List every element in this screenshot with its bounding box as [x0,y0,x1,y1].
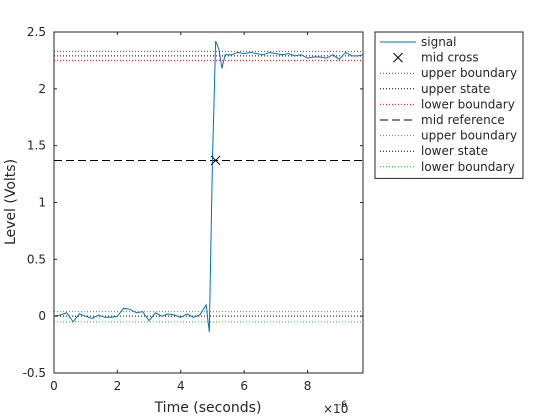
y-tick-label: -0.5 [23,366,46,380]
legend-entry: upper state [380,82,490,96]
legend-label: upper boundary [421,66,517,80]
x-exponent-base: ×10 [323,402,348,416]
mid-cross-marker [210,155,221,166]
y-axis-label: Level (Volts) [3,159,19,245]
y-tick-label: 2 [38,82,46,96]
legend-label: lower boundary [421,160,515,174]
x-tick-label: 6 [240,379,248,393]
legend-label: upper state [421,82,490,96]
legend-entry: lower boundary [380,160,515,174]
legend-label: upper boundary [421,129,517,143]
signal-line [54,40,363,333]
axis-ticks: 0 2 4 6 8 -0.5 0 0.5 1 1.5 2 2.5 [23,25,363,393]
x-exponent-power: -6 [338,400,347,410]
legend-entry: mid cross [393,51,479,65]
x-tick-label: 0 [50,379,58,393]
legend-label: lower state [421,144,488,158]
y-tick-label: 0 [38,309,46,323]
x-tick-label: 2 [114,379,122,393]
legend-entry: upper boundary [380,66,517,80]
y-tick-label: 2.5 [27,25,46,39]
x-tick-label: 4 [177,379,185,393]
legend-label: lower boundary [421,97,515,111]
y-tick-label: 1.5 [27,139,46,153]
legend-label: mid cross [421,51,479,65]
legend-entry: mid reference [380,113,505,127]
legend-label: mid reference [421,113,505,127]
x-axis-label: Time (seconds) [154,400,262,416]
x-tick-label: 8 [304,379,312,393]
plot-area [54,32,363,373]
legend-swatch [393,52,403,63]
y-tick-label: 0.5 [27,252,46,266]
legend-entry: signal [380,35,457,49]
legend-entry: upper boundary [380,129,517,143]
y-tick-label: 1 [38,196,46,210]
legend-entry: lower boundary [380,97,515,111]
legend-label: signal [421,35,457,49]
legend-entry: lower state [380,144,488,158]
